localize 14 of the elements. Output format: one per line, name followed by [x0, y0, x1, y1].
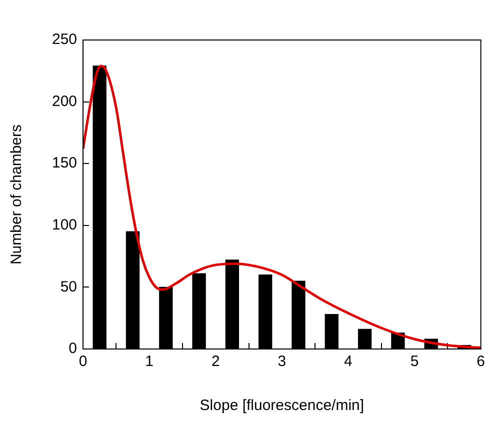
y-tick-label: 150: [52, 154, 78, 172]
x-axis-title: Slope [fluorescence/min]: [200, 397, 364, 414]
y-axis-title: Number of chambers: [8, 124, 26, 265]
x-tick-label: 2: [211, 353, 220, 370]
y-tick-label: 50: [60, 278, 78, 296]
x-tick-label: 1: [145, 353, 154, 370]
y-tick-label: 200: [52, 92, 78, 110]
y-tick-label: 100: [52, 216, 78, 234]
y-tick-label: 250: [52, 31, 78, 48]
x-tick-label: 5: [410, 353, 419, 370]
x-tick-label: 4: [344, 353, 352, 370]
y-tick-label: 0: [68, 340, 78, 358]
x-tick-label: 6: [476, 353, 485, 370]
x-tick-label: 3: [278, 353, 286, 370]
